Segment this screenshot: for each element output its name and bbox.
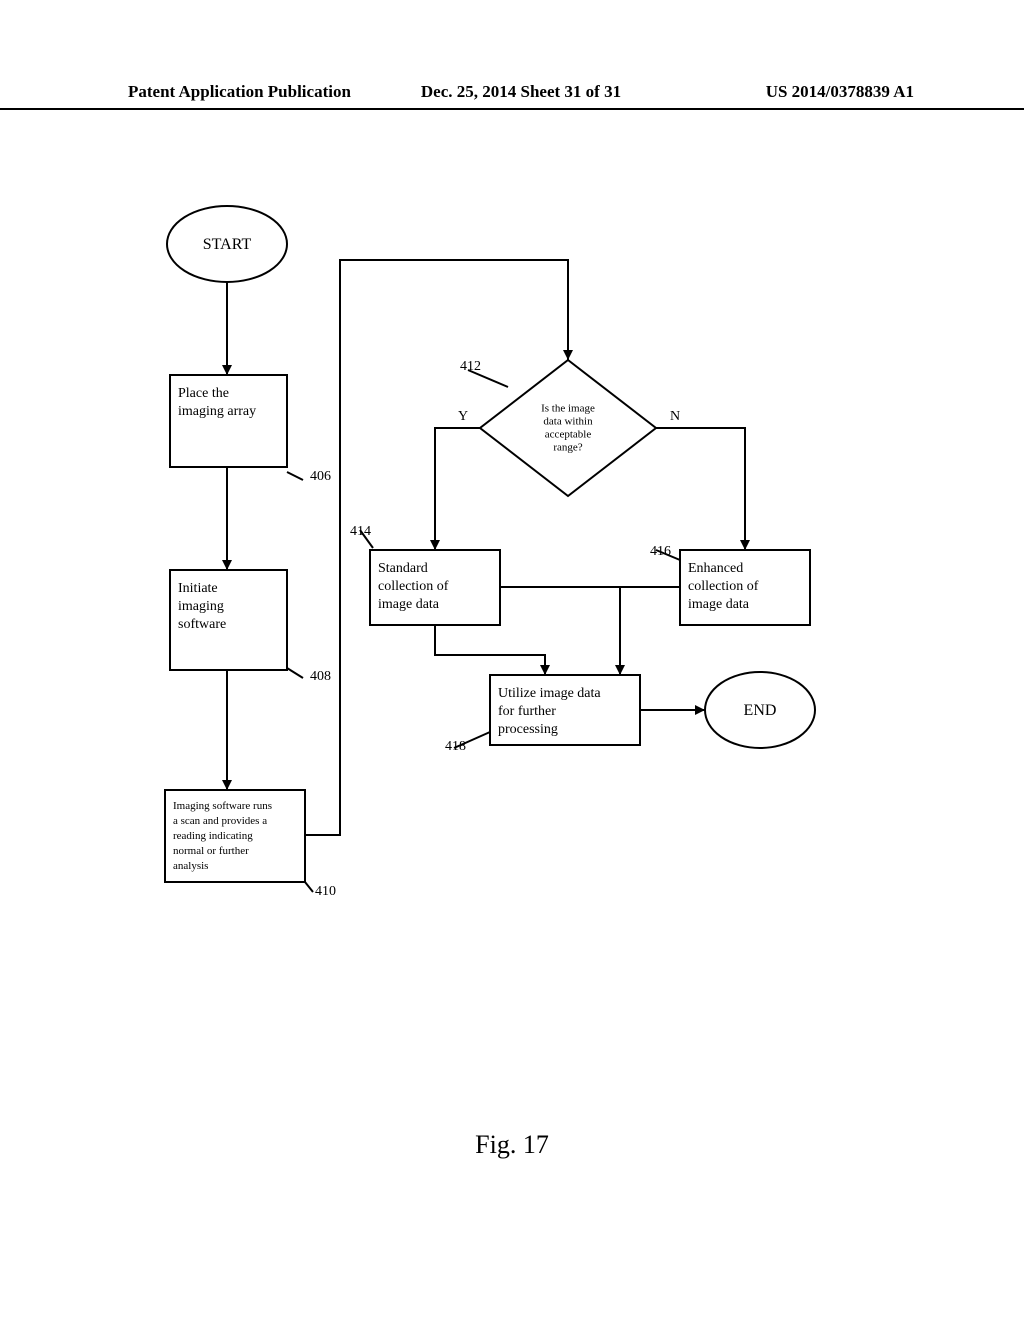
svg-text:START: START [203, 236, 252, 253]
svg-text:Imaging software runs: Imaging software runs [173, 800, 272, 812]
svg-text:analysis: analysis [173, 860, 208, 872]
svg-text:range?: range? [553, 442, 582, 454]
svg-text:Y: Y [458, 409, 468, 424]
svg-text:collection of: collection of [378, 579, 449, 594]
svg-text:image data: image data [688, 597, 750, 612]
figure-caption: Fig. 17 [0, 1130, 1024, 1160]
svg-text:Utilize image data: Utilize image data [498, 686, 601, 701]
svg-text:imaging array: imaging array [178, 404, 256, 419]
svg-text:410: 410 [315, 884, 336, 899]
svg-text:Is the image: Is the image [541, 403, 595, 415]
svg-text:a scan and provides a: a scan and provides a [173, 815, 267, 827]
svg-text:acceptable: acceptable [545, 429, 592, 441]
header-mid-text: Dec. 25, 2014 Sheet 31 of 31 [390, 82, 652, 102]
svg-text:N: N [670, 409, 680, 424]
svg-text:normal or further: normal or further [173, 845, 249, 857]
svg-text:406: 406 [310, 469, 331, 484]
svg-text:Enhanced: Enhanced [688, 561, 743, 576]
svg-text:408: 408 [310, 669, 331, 684]
svg-text:reading indicating: reading indicating [173, 830, 253, 842]
svg-text:418: 418 [445, 739, 466, 754]
flowchart-svg: START Place the imaging array 406 Initiate im… [0, 110, 1024, 1110]
svg-text:collection of: collection of [688, 579, 759, 594]
page-header: Patent Application Publication Dec. 25, … [0, 82, 1024, 110]
svg-text:data within: data within [543, 416, 593, 428]
svg-text:412: 412 [460, 359, 481, 374]
svg-text:software: software [178, 617, 226, 632]
patent-page: Patent Application Publication Dec. 25, … [0, 0, 1024, 1320]
svg-text:imaging: imaging [178, 599, 224, 614]
svg-text:416: 416 [650, 544, 671, 559]
header-right-text: US 2014/0378839 A1 [652, 82, 914, 102]
svg-text:Place the: Place the [178, 386, 229, 401]
svg-text:for further: for further [498, 704, 556, 719]
flowchart-svg-wrap: START Place the imaging array 406 Initiate im… [0, 110, 1024, 1115]
svg-text:Initiate: Initiate [178, 581, 218, 596]
svg-text:414: 414 [350, 524, 371, 539]
svg-text:END: END [744, 702, 777, 719]
header-left-text: Patent Application Publication [128, 82, 390, 102]
svg-text:Standard: Standard [378, 561, 428, 576]
svg-text:processing: processing [498, 722, 558, 737]
svg-text:image data: image data [378, 597, 440, 612]
